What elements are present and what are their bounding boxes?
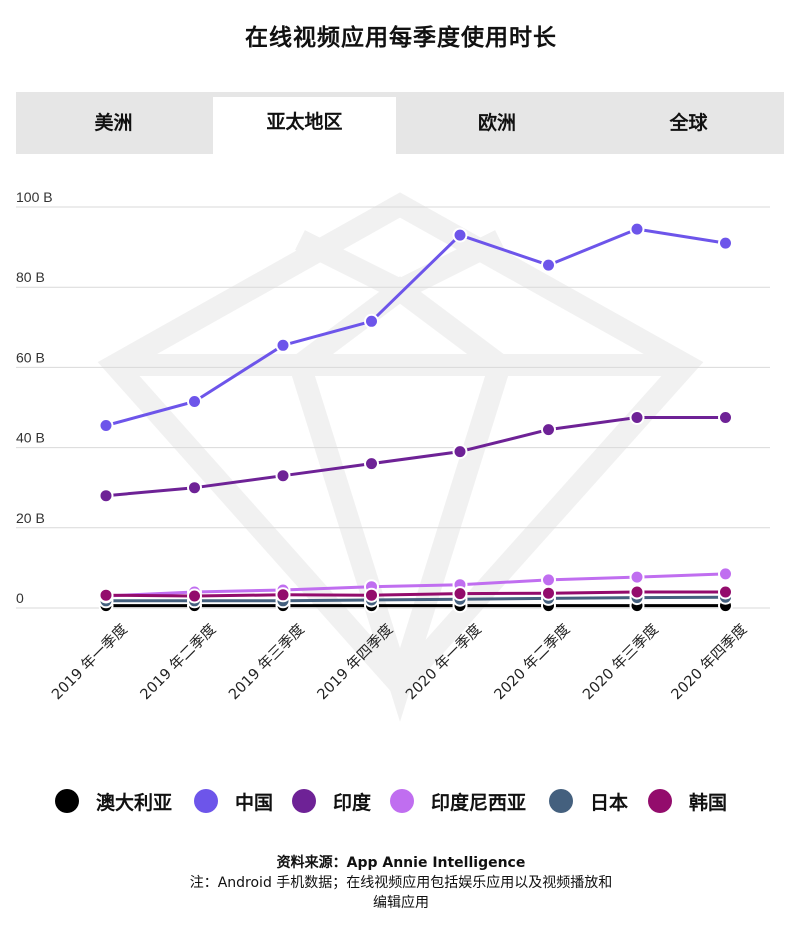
data-point: [541, 572, 556, 588]
x-tick-label: 2020 年二季度: [491, 621, 573, 703]
source-text: 资料来源：App Annie Intelligence: [276, 855, 526, 871]
legend-item-indonesia: 印度尼西亚: [390, 784, 526, 818]
line-chart: 0 20 B 40 B 60 B 80 B 100 B 2019 年一季度 2019 年二季…: [16, 189, 770, 722]
data-point: [718, 410, 733, 425]
legend-label: 韩国: [689, 791, 728, 814]
data-point: [275, 468, 291, 484]
legend-item-korea: 韩国: [648, 784, 727, 818]
data-point: [364, 587, 379, 603]
chart-legend: 澳大利亚 中国 印度 印度尼西亚 日本 韩国: [0, 784, 802, 818]
tab-europe[interactable]: 欧洲: [477, 112, 516, 134]
data-point: [629, 569, 645, 585]
legend-swatch: [648, 789, 672, 813]
x-tick-label: 2020 年四季度: [668, 621, 750, 703]
watermark-logo: [97, 192, 704, 722]
y-tick-label: 100 B: [16, 189, 53, 205]
data-point: [187, 588, 202, 604]
x-tick-label: 2019 年二季度: [137, 621, 219, 703]
data-point: [275, 587, 291, 603]
footnote: 注：Android 手机数据；在线视频应用包括娱乐应用以及视频播放和 编辑应用: [0, 873, 802, 913]
data-point: [629, 584, 645, 600]
data-point: [275, 337, 291, 353]
tab-global[interactable]: 全球: [669, 112, 708, 134]
footnote-line: 注：Android 手机数据；在线视频应用包括娱乐应用以及视频播放和: [189, 875, 613, 891]
legend-swatch: [292, 789, 316, 813]
data-point: [629, 410, 645, 425]
y-tick-label: 20 B: [16, 510, 45, 526]
data-point: [541, 257, 556, 273]
legend-label: 印度: [333, 791, 372, 814]
legend-label: 印度尼西亚: [431, 791, 527, 814]
series-line: [104, 227, 727, 427]
legend-label: 中国: [235, 791, 274, 814]
data-point: [452, 227, 468, 243]
x-tick-label: 2019 年三季度: [225, 621, 307, 703]
data-point: [718, 235, 733, 251]
tab-asia-pacific[interactable]: 亚太地区: [213, 97, 396, 154]
y-tick-label: 80 B: [16, 269, 45, 285]
data-point: [98, 418, 114, 433]
legend-item-japan: 日本: [549, 784, 628, 818]
legend-item-china: 中国: [194, 784, 273, 818]
footnote-line: 编辑应用: [373, 895, 429, 911]
legend-item-australia: 澳大利亚: [55, 784, 172, 818]
legend-swatch: [194, 789, 218, 813]
legend-label: 日本: [590, 791, 629, 814]
data-point: [187, 394, 202, 409]
tab-americas[interactable]: 美洲: [94, 112, 133, 134]
legend-item-india: 印度: [292, 784, 371, 818]
x-tick-label: 2020 年三季度: [579, 621, 661, 703]
data-point: [364, 456, 379, 472]
region-tab-bar: 美洲 亚太地区 欧洲 全球: [16, 92, 784, 154]
legend-swatch: [55, 789, 79, 813]
data-point: [452, 444, 468, 460]
series-line: [104, 416, 727, 498]
data-point: [718, 584, 733, 600]
series-line: [104, 572, 727, 598]
y-tick-label: 0: [16, 590, 24, 606]
y-tick-label: 40 B: [16, 430, 45, 446]
data-point: [629, 221, 645, 237]
series-line: [104, 590, 727, 598]
legend-swatch: [549, 789, 573, 813]
y-tick-label: 60 B: [16, 349, 45, 365]
x-tick-label: 2019 年一季度: [48, 621, 130, 703]
data-point: [98, 587, 114, 603]
data-point: [364, 313, 379, 329]
legend-swatch: [390, 789, 414, 813]
legend-label: 澳大利亚: [96, 791, 173, 814]
series-line: [104, 595, 727, 603]
data-point: [541, 422, 556, 438]
data-point: [452, 586, 468, 602]
data-point: [187, 480, 202, 496]
data-point: [98, 488, 114, 504]
chart-title: 在线视频应用每季度使用时长: [245, 25, 557, 51]
data-point: [541, 585, 556, 601]
data-point: [718, 566, 733, 582]
